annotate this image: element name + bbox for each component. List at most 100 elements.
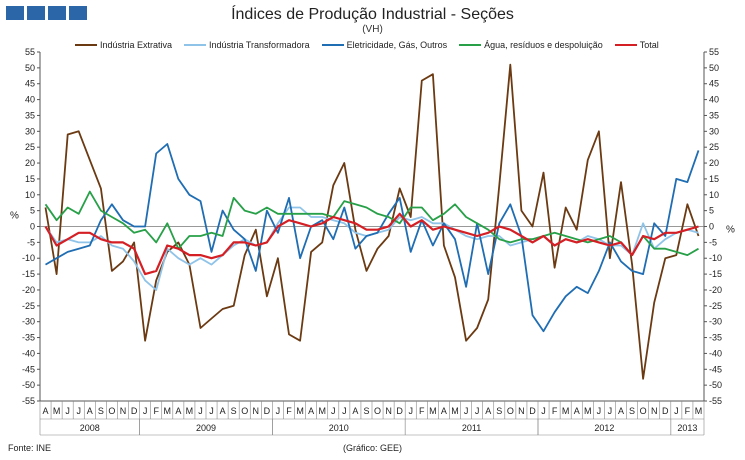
y-tick-label-left: 35 xyxy=(25,110,35,120)
legend-swatch xyxy=(321,44,344,46)
x-tick-label: A xyxy=(220,406,226,416)
series-line xyxy=(45,143,700,333)
x-tick-label: N xyxy=(385,406,392,416)
y-tick-label-left: -15 xyxy=(22,269,35,279)
year-label: 2011 xyxy=(462,423,481,433)
x-tick-label: A xyxy=(43,406,49,416)
y-tick-label-right: 10 xyxy=(709,190,719,200)
y-tick-label-right: -10 xyxy=(709,253,722,263)
y-tick-label-right: -30 xyxy=(709,317,722,327)
y-tick-label-left: 30 xyxy=(25,126,35,136)
series-line xyxy=(44,212,699,276)
x-tick-label: J xyxy=(209,406,214,416)
logo xyxy=(6,6,90,25)
x-tick-label: M xyxy=(318,406,326,416)
y-tick-label-left: -10 xyxy=(22,253,35,263)
y-tick-label-right: 50 xyxy=(709,63,719,73)
x-tick-label: M xyxy=(584,406,592,416)
legend-swatch xyxy=(614,44,637,46)
logo-square xyxy=(48,6,66,20)
y-tick-label-right: -5 xyxy=(709,237,717,247)
chart-title: Índices de Produção Industrial - Seções xyxy=(231,6,514,23)
y-tick-label-right: 30 xyxy=(709,126,719,136)
x-tick-label: N xyxy=(253,406,260,416)
x-tick-label: A xyxy=(175,406,181,416)
y-tick-label-right: -50 xyxy=(709,380,722,390)
y-tick-label-left: 55 xyxy=(25,47,35,57)
y-tick-label-right: 5 xyxy=(709,206,714,216)
x-tick-label: M xyxy=(451,406,459,416)
y-tick-label-left: 40 xyxy=(25,95,35,105)
series-line xyxy=(44,63,700,380)
y-tick-label-right: 40 xyxy=(709,95,719,105)
legend-item: Eletricidade, Gás, Outros xyxy=(321,40,448,50)
x-tick-label: D xyxy=(264,406,271,416)
legend-swatch xyxy=(75,44,97,46)
y-tick-label-right: 15 xyxy=(709,174,719,184)
x-tick-label: A xyxy=(618,406,624,416)
x-tick-label: J xyxy=(342,406,347,416)
y-tick-label-left: 20 xyxy=(25,158,35,168)
legend-label: Indústria Transformadora xyxy=(209,40,310,50)
x-tick-label: A xyxy=(308,406,314,416)
x-tick-label: M xyxy=(296,406,304,416)
year-label: 2013 xyxy=(677,423,697,433)
x-tick-label: D xyxy=(396,406,403,416)
credit-note: (Gráfico: GEE) xyxy=(342,443,402,453)
y-tick-label-right: 20 xyxy=(709,158,719,168)
x-tick-label: M xyxy=(695,406,703,416)
year-label: 2010 xyxy=(329,423,349,433)
y-tick-label-right: -20 xyxy=(709,285,722,295)
y-axis-label-left: % xyxy=(10,211,19,222)
x-tick-label: J xyxy=(276,406,281,416)
source-note: Fonte: INE xyxy=(8,443,52,453)
y-tick-label-right: 55 xyxy=(709,47,719,57)
legend-label: Eletricidade, Gás, Outros xyxy=(346,40,448,50)
y-tick-label-left: 0 xyxy=(30,222,35,232)
year-label: 2009 xyxy=(196,423,216,433)
x-tick-label: J xyxy=(608,406,613,416)
x-tick-label: S xyxy=(629,406,635,416)
legend-label: Total xyxy=(639,40,659,50)
series-line xyxy=(44,190,699,257)
logo-square xyxy=(69,6,87,20)
y-tick-label-left: 5 xyxy=(30,206,35,216)
year-label: 2012 xyxy=(594,423,614,433)
legend-swatch xyxy=(184,44,207,46)
logo-square xyxy=(6,6,24,20)
y-tick-label-right: -55 xyxy=(709,396,722,406)
chart-legend: Indústria Extrativa Indústria Transformad… xyxy=(75,40,695,50)
chart-subtitle: (VH) xyxy=(362,24,383,35)
legend-label: Água, resíduos e despoluição xyxy=(484,40,603,50)
x-tick-label: J xyxy=(198,406,203,416)
x-tick-label: N xyxy=(651,406,658,416)
x-tick-label: M xyxy=(53,406,61,416)
y-tick-label-left: 25 xyxy=(25,142,35,152)
y-tick-label-left: -55 xyxy=(22,396,35,406)
series-line xyxy=(44,206,699,291)
y-tick-label-left: -25 xyxy=(22,301,35,311)
x-tick-label: F xyxy=(286,406,292,416)
x-tick-label: F xyxy=(685,406,691,416)
x-tick-label: F xyxy=(419,406,425,416)
y-tick-label-right: -15 xyxy=(709,269,722,279)
x-tick-label: A xyxy=(574,406,580,416)
logo-square xyxy=(27,6,45,20)
y-tick-label-right: 45 xyxy=(709,79,719,89)
x-tick-label: D xyxy=(662,406,669,416)
y-tick-label-left: -45 xyxy=(22,364,35,374)
x-tick-label: N xyxy=(518,406,525,416)
x-tick-label: S xyxy=(231,406,237,416)
y-tick-label-left: -50 xyxy=(22,380,35,390)
year-label: 2008 xyxy=(80,423,100,433)
y-tick-label-right: -45 xyxy=(709,364,722,374)
x-tick-label: M xyxy=(562,406,570,416)
x-tick-label: A xyxy=(485,406,491,416)
legend-item: Indústria Transformadora xyxy=(184,40,310,50)
x-tick-label: O xyxy=(507,406,514,416)
x-tick-label: J xyxy=(408,406,413,416)
x-tick-label: D xyxy=(529,406,536,416)
x-tick-label: J xyxy=(65,406,70,416)
x-tick-label: A xyxy=(87,406,93,416)
